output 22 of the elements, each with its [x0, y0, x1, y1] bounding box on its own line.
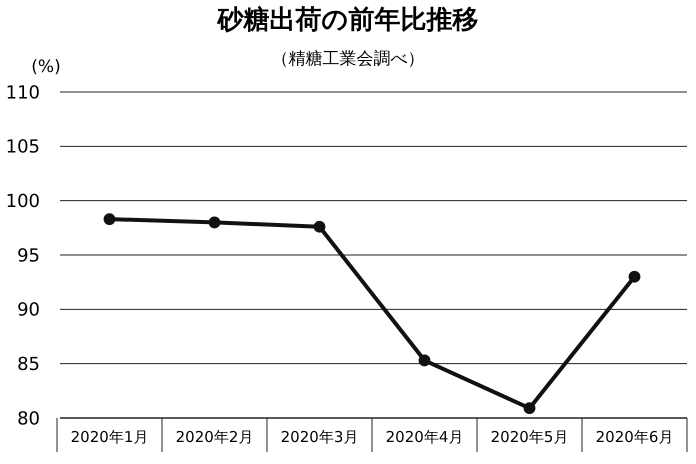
point [524, 402, 536, 414]
y-tick-label: 80 [17, 408, 40, 430]
x-tick-label: 2020年4月 [386, 428, 464, 446]
x-tick-label: 2020年3月 [280, 428, 358, 446]
point [418, 354, 430, 366]
point [628, 270, 640, 283]
y-tick-label: 85 [17, 354, 40, 375]
point [104, 213, 116, 226]
y-tick-label: 110 [6, 82, 40, 104]
y-tick-label: 95 [17, 245, 40, 266]
y-axis-title: (%) [31, 57, 61, 77]
x-tick-label: 2020年2月 [176, 428, 254, 446]
x-tick-label: 2020年5月 [490, 428, 568, 446]
y-tick-label: 100 [6, 190, 40, 212]
x-tick-label: 2020年1月 [70, 428, 148, 446]
chart-title: 砂糖出荷の前年比推移 [216, 5, 478, 35]
y-tick-label: 90 [17, 300, 40, 321]
y-tick-label: 105 [6, 136, 40, 158]
chart-subtitle: （精糖工業会調べ） [272, 49, 424, 69]
x-tick-label: 2020年6月 [596, 428, 674, 446]
point [314, 220, 326, 233]
point [208, 216, 220, 228]
